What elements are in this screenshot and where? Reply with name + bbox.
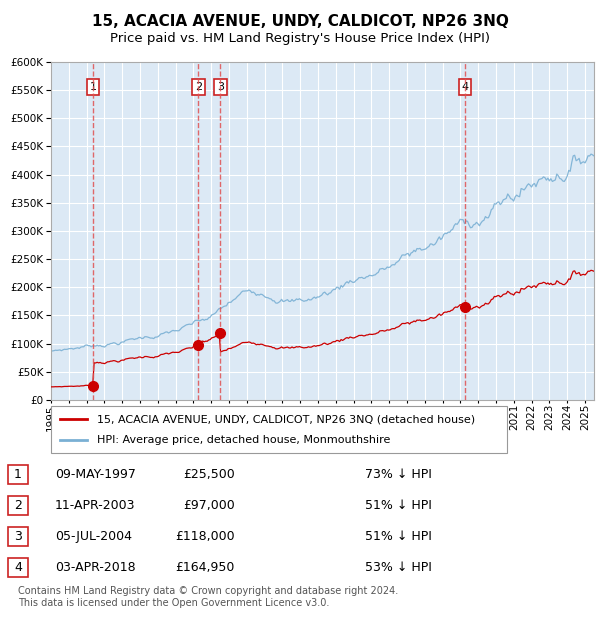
Text: 03-APR-2018: 03-APR-2018 (55, 561, 136, 574)
Text: 1: 1 (14, 468, 22, 481)
Text: 1: 1 (89, 82, 97, 92)
Text: 3: 3 (14, 530, 22, 542)
Text: 09-MAY-1997: 09-MAY-1997 (55, 468, 136, 481)
Text: 11-APR-2003: 11-APR-2003 (55, 499, 136, 511)
Text: Price paid vs. HM Land Registry's House Price Index (HPI): Price paid vs. HM Land Registry's House … (110, 32, 490, 45)
FancyBboxPatch shape (8, 496, 28, 515)
Text: 05-JUL-2004: 05-JUL-2004 (55, 530, 132, 542)
FancyBboxPatch shape (8, 527, 28, 546)
Text: 2: 2 (14, 499, 22, 511)
Text: 3: 3 (217, 82, 224, 92)
Text: HPI: Average price, detached house, Monmouthshire: HPI: Average price, detached house, Monm… (97, 435, 390, 445)
FancyBboxPatch shape (8, 558, 28, 577)
Text: Contains HM Land Registry data © Crown copyright and database right 2024.
This d: Contains HM Land Registry data © Crown c… (18, 587, 398, 608)
Text: 73% ↓ HPI: 73% ↓ HPI (365, 468, 432, 481)
Text: 4: 4 (461, 82, 469, 92)
Text: £118,000: £118,000 (175, 530, 235, 542)
Text: 51% ↓ HPI: 51% ↓ HPI (365, 530, 432, 542)
Text: £25,500: £25,500 (183, 468, 235, 481)
FancyBboxPatch shape (51, 406, 507, 453)
Text: 51% ↓ HPI: 51% ↓ HPI (365, 499, 432, 511)
Text: 4: 4 (14, 561, 22, 574)
Text: 2: 2 (195, 82, 202, 92)
Text: £164,950: £164,950 (176, 561, 235, 574)
Text: 15, ACACIA AVENUE, UNDY, CALDICOT, NP26 3NQ (detached house): 15, ACACIA AVENUE, UNDY, CALDICOT, NP26 … (97, 414, 475, 424)
FancyBboxPatch shape (8, 465, 28, 484)
Text: £97,000: £97,000 (183, 499, 235, 511)
Text: 53% ↓ HPI: 53% ↓ HPI (365, 561, 432, 574)
Text: 15, ACACIA AVENUE, UNDY, CALDICOT, NP26 3NQ: 15, ACACIA AVENUE, UNDY, CALDICOT, NP26 … (92, 14, 508, 29)
